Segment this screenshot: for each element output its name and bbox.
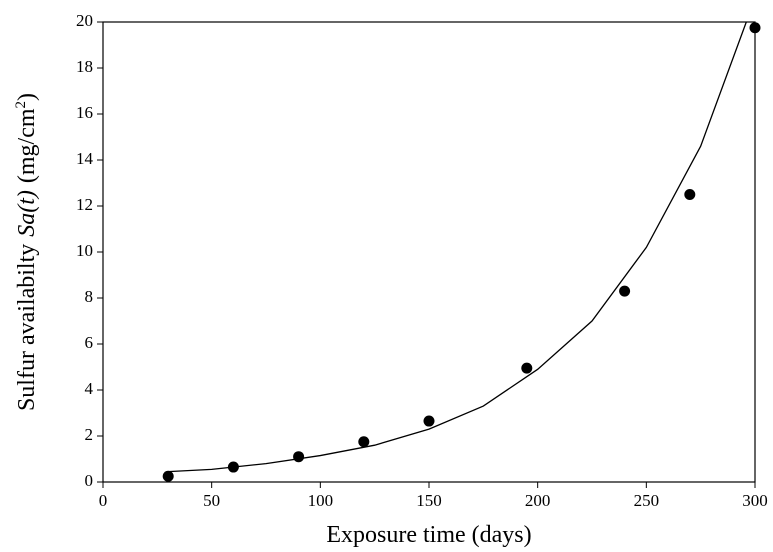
data-point — [749, 22, 761, 34]
data-point — [684, 189, 696, 200]
y-label-part: (mg/cm — [14, 108, 40, 183]
y-tick-label: 18 — [76, 57, 93, 76]
x-tick-label: 250 — [634, 491, 660, 510]
y-label-part: ) — [14, 93, 40, 101]
y-tick-label: 0 — [85, 471, 94, 490]
y-tick-label: 8 — [85, 287, 94, 306]
x-tick-label: 200 — [525, 491, 551, 510]
y-label-part: Sa(t) — [14, 190, 40, 237]
y-tick-label: 4 — [85, 379, 94, 398]
data-point — [358, 436, 370, 448]
y-label-part: 2 — [13, 101, 29, 109]
fit-line — [168, 21, 747, 473]
x-tick-label: 100 — [308, 491, 334, 510]
y-label-part: Sulfur availabilty — [14, 244, 40, 411]
data-point — [162, 470, 174, 482]
y-tick-label: 6 — [85, 333, 94, 352]
data-point — [423, 415, 435, 427]
x-axis-label: Exposure time (days) — [326, 522, 531, 548]
y-tick-label: 2 — [85, 425, 94, 444]
y-tick-label: 10 — [76, 241, 93, 260]
y-tick-label: 20 — [76, 11, 93, 30]
x-tick-label: 50 — [203, 491, 220, 510]
y-tick-label: 14 — [76, 149, 94, 168]
data-point — [293, 451, 305, 463]
x-tick-label: 0 — [99, 491, 108, 510]
y-tick-label: 12 — [76, 195, 93, 214]
x-tick-label: 300 — [742, 491, 768, 510]
data-point — [619, 285, 631, 297]
data-point — [521, 362, 533, 374]
x-tick-label: 150 — [416, 491, 442, 510]
y-tick-label: 16 — [76, 103, 93, 122]
plot-frame — [102, 21, 756, 483]
y-axis-label: Sulfur availabilty Sa(t) (mg/cm2) — [13, 93, 40, 411]
